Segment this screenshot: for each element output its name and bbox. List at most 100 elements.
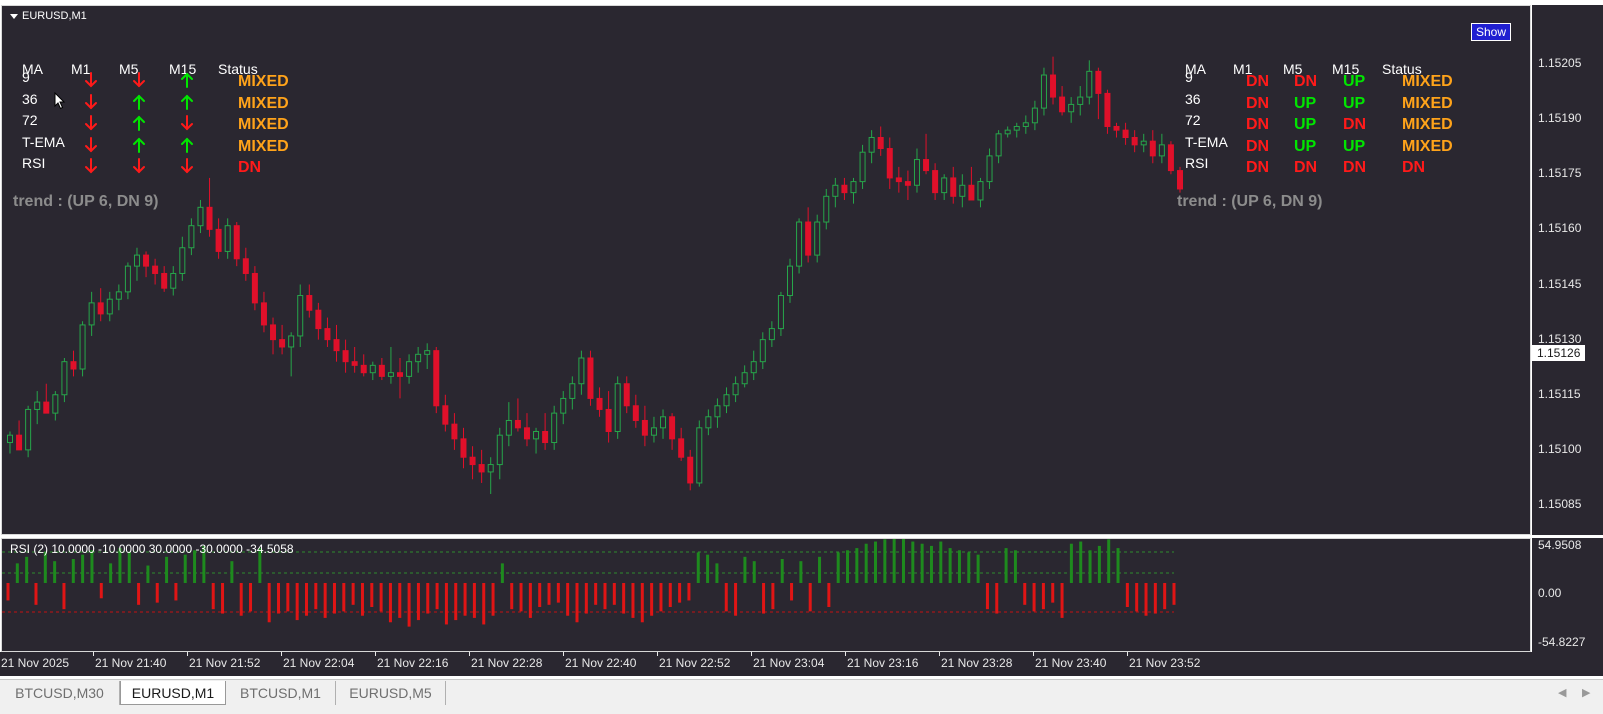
- rsi-indicator-pane[interactable]: RSI (2) 10.0000 -10.0000 30.0000 -30.000…: [1, 538, 1531, 652]
- rsi-bar: [472, 583, 476, 618]
- tab-eurusd-m5[interactable]: EURUSD,M5: [336, 681, 446, 705]
- candle: [678, 427, 685, 461]
- rsi-bar: [547, 583, 551, 605]
- rsi-bar: [174, 583, 178, 601]
- collapse-triangle-icon[interactable]: [10, 13, 18, 19]
- candle: [569, 376, 576, 410]
- rsi-bar: [407, 583, 411, 627]
- rsi-bar: [230, 561, 234, 583]
- scroll-right-icon[interactable]: ▶: [1582, 687, 1591, 699]
- timeframe-signal: UP: [1294, 94, 1317, 112]
- rsi-bar: [6, 583, 10, 601]
- rsi-bar: [985, 583, 989, 610]
- rsi-bar: [53, 561, 57, 583]
- rsi-bar: [846, 550, 850, 583]
- time-tick-mark: [187, 652, 188, 656]
- candle: [34, 391, 41, 425]
- rsi-bar: [211, 583, 215, 610]
- status-badge: MIXED: [238, 73, 289, 90]
- time-tick-label: 21 Nov 23:28: [941, 656, 1013, 670]
- rsi-bar: [622, 583, 626, 614]
- candle: [995, 130, 1002, 164]
- symbol-title[interactable]: EURUSD,M1: [10, 10, 87, 22]
- candlestick-series: [7, 56, 1183, 494]
- rsi-bar: [1097, 545, 1101, 583]
- rsi-bar: [780, 559, 784, 583]
- rsi-bar: [109, 563, 113, 583]
- rsi-bar: [295, 583, 299, 621]
- candle: [360, 354, 367, 377]
- rsi-bar: [556, 583, 560, 603]
- header-ma: MA: [1185, 61, 1206, 77]
- candle: [233, 222, 240, 267]
- chart-area: EURUSD,M1 Show MA M1 M5 M15 Status 9 MIX…: [0, 0, 1603, 680]
- candle: [88, 291, 95, 336]
- rsi-bar: [165, 556, 169, 583]
- candle: [913, 148, 920, 193]
- timeframe-signal: DN: [1246, 94, 1270, 112]
- candle: [1022, 115, 1029, 134]
- arrow-down-icon: [132, 158, 146, 174]
- candle: [641, 405, 648, 447]
- rsi-bar: [967, 552, 971, 583]
- candle: [723, 387, 730, 414]
- rsi-bar: [1032, 583, 1036, 612]
- time-tick-mark: [1127, 652, 1128, 656]
- time-tick-mark: [845, 652, 846, 656]
- candle: [143, 251, 150, 278]
- timeframe-signal: DN: [1294, 159, 1318, 176]
- rsi-bar: [426, 583, 430, 614]
- time-scale[interactable]: 21 Nov 2025 21 Nov 21:40 21 Nov 21:52 21 No…: [0, 652, 1603, 676]
- header-m1: M1: [1233, 61, 1253, 77]
- rsi-bar: [528, 583, 532, 618]
- candle: [1077, 86, 1084, 116]
- candle: [986, 148, 993, 189]
- rsi-bar: [1051, 583, 1055, 603]
- header-m15: M15: [169, 61, 197, 77]
- candle: [823, 188, 830, 230]
- rsi-bar: [15, 563, 19, 583]
- price-scale[interactable]: 1.15205 1.15190 1.15175 1.15160 1.15145 1.151…: [1532, 5, 1603, 535]
- time-tick-label: 21 Nov 22:28: [471, 656, 543, 670]
- tab-btcusd-m1[interactable]: BTCUSD,M1: [226, 681, 336, 705]
- candle: [950, 166, 957, 204]
- candle: [297, 284, 304, 347]
- candle: [505, 402, 512, 447]
- show-button[interactable]: Show: [1471, 23, 1512, 41]
- candle: [1104, 89, 1111, 134]
- tab-eurusd-m1[interactable]: EURUSD,M1: [120, 681, 226, 705]
- tab-btcusd-m30[interactable]: BTCUSD,M30: [0, 681, 120, 705]
- row-label: T-EMA: [22, 133, 65, 150]
- price-chart-pane[interactable]: EURUSD,M1 Show MA M1 M5 M15 Status 9 MIX…: [1, 5, 1531, 535]
- rsi-bar: [901, 539, 905, 583]
- candle: [551, 405, 558, 450]
- rsi-bar: [1023, 583, 1027, 605]
- time-tick-label: 21 Nov 23:52: [1129, 656, 1201, 670]
- timeframe-signal: DN: [1294, 73, 1318, 90]
- timeframe-signal: DN: [1246, 137, 1270, 155]
- candle: [487, 457, 494, 494]
- candle: [714, 398, 721, 428]
- rsi-bar: [836, 552, 840, 583]
- rsi-bar: [314, 583, 318, 610]
- status-badge: MIXED: [238, 137, 289, 155]
- candle: [623, 376, 630, 414]
- row-label: 9: [1185, 69, 1193, 85]
- rsi-scale-bottom: -54.8227: [1538, 635, 1586, 649]
- candle: [941, 174, 948, 200]
- header-m5: M5: [119, 61, 139, 77]
- candle: [115, 284, 122, 311]
- candle: [895, 166, 902, 193]
- candle: [1040, 67, 1047, 116]
- candle: [687, 449, 694, 491]
- rsi-bar: [398, 583, 402, 618]
- candle: [1131, 130, 1138, 153]
- candle: [768, 321, 775, 347]
- candle: [578, 350, 585, 395]
- candle: [1122, 122, 1129, 145]
- rsi-bar: [864, 543, 868, 583]
- scroll-left-icon[interactable]: ◀: [1558, 687, 1567, 699]
- price-tick-label: 1.15145: [1538, 276, 1582, 291]
- candle: [1059, 86, 1066, 116]
- candle: [796, 218, 803, 274]
